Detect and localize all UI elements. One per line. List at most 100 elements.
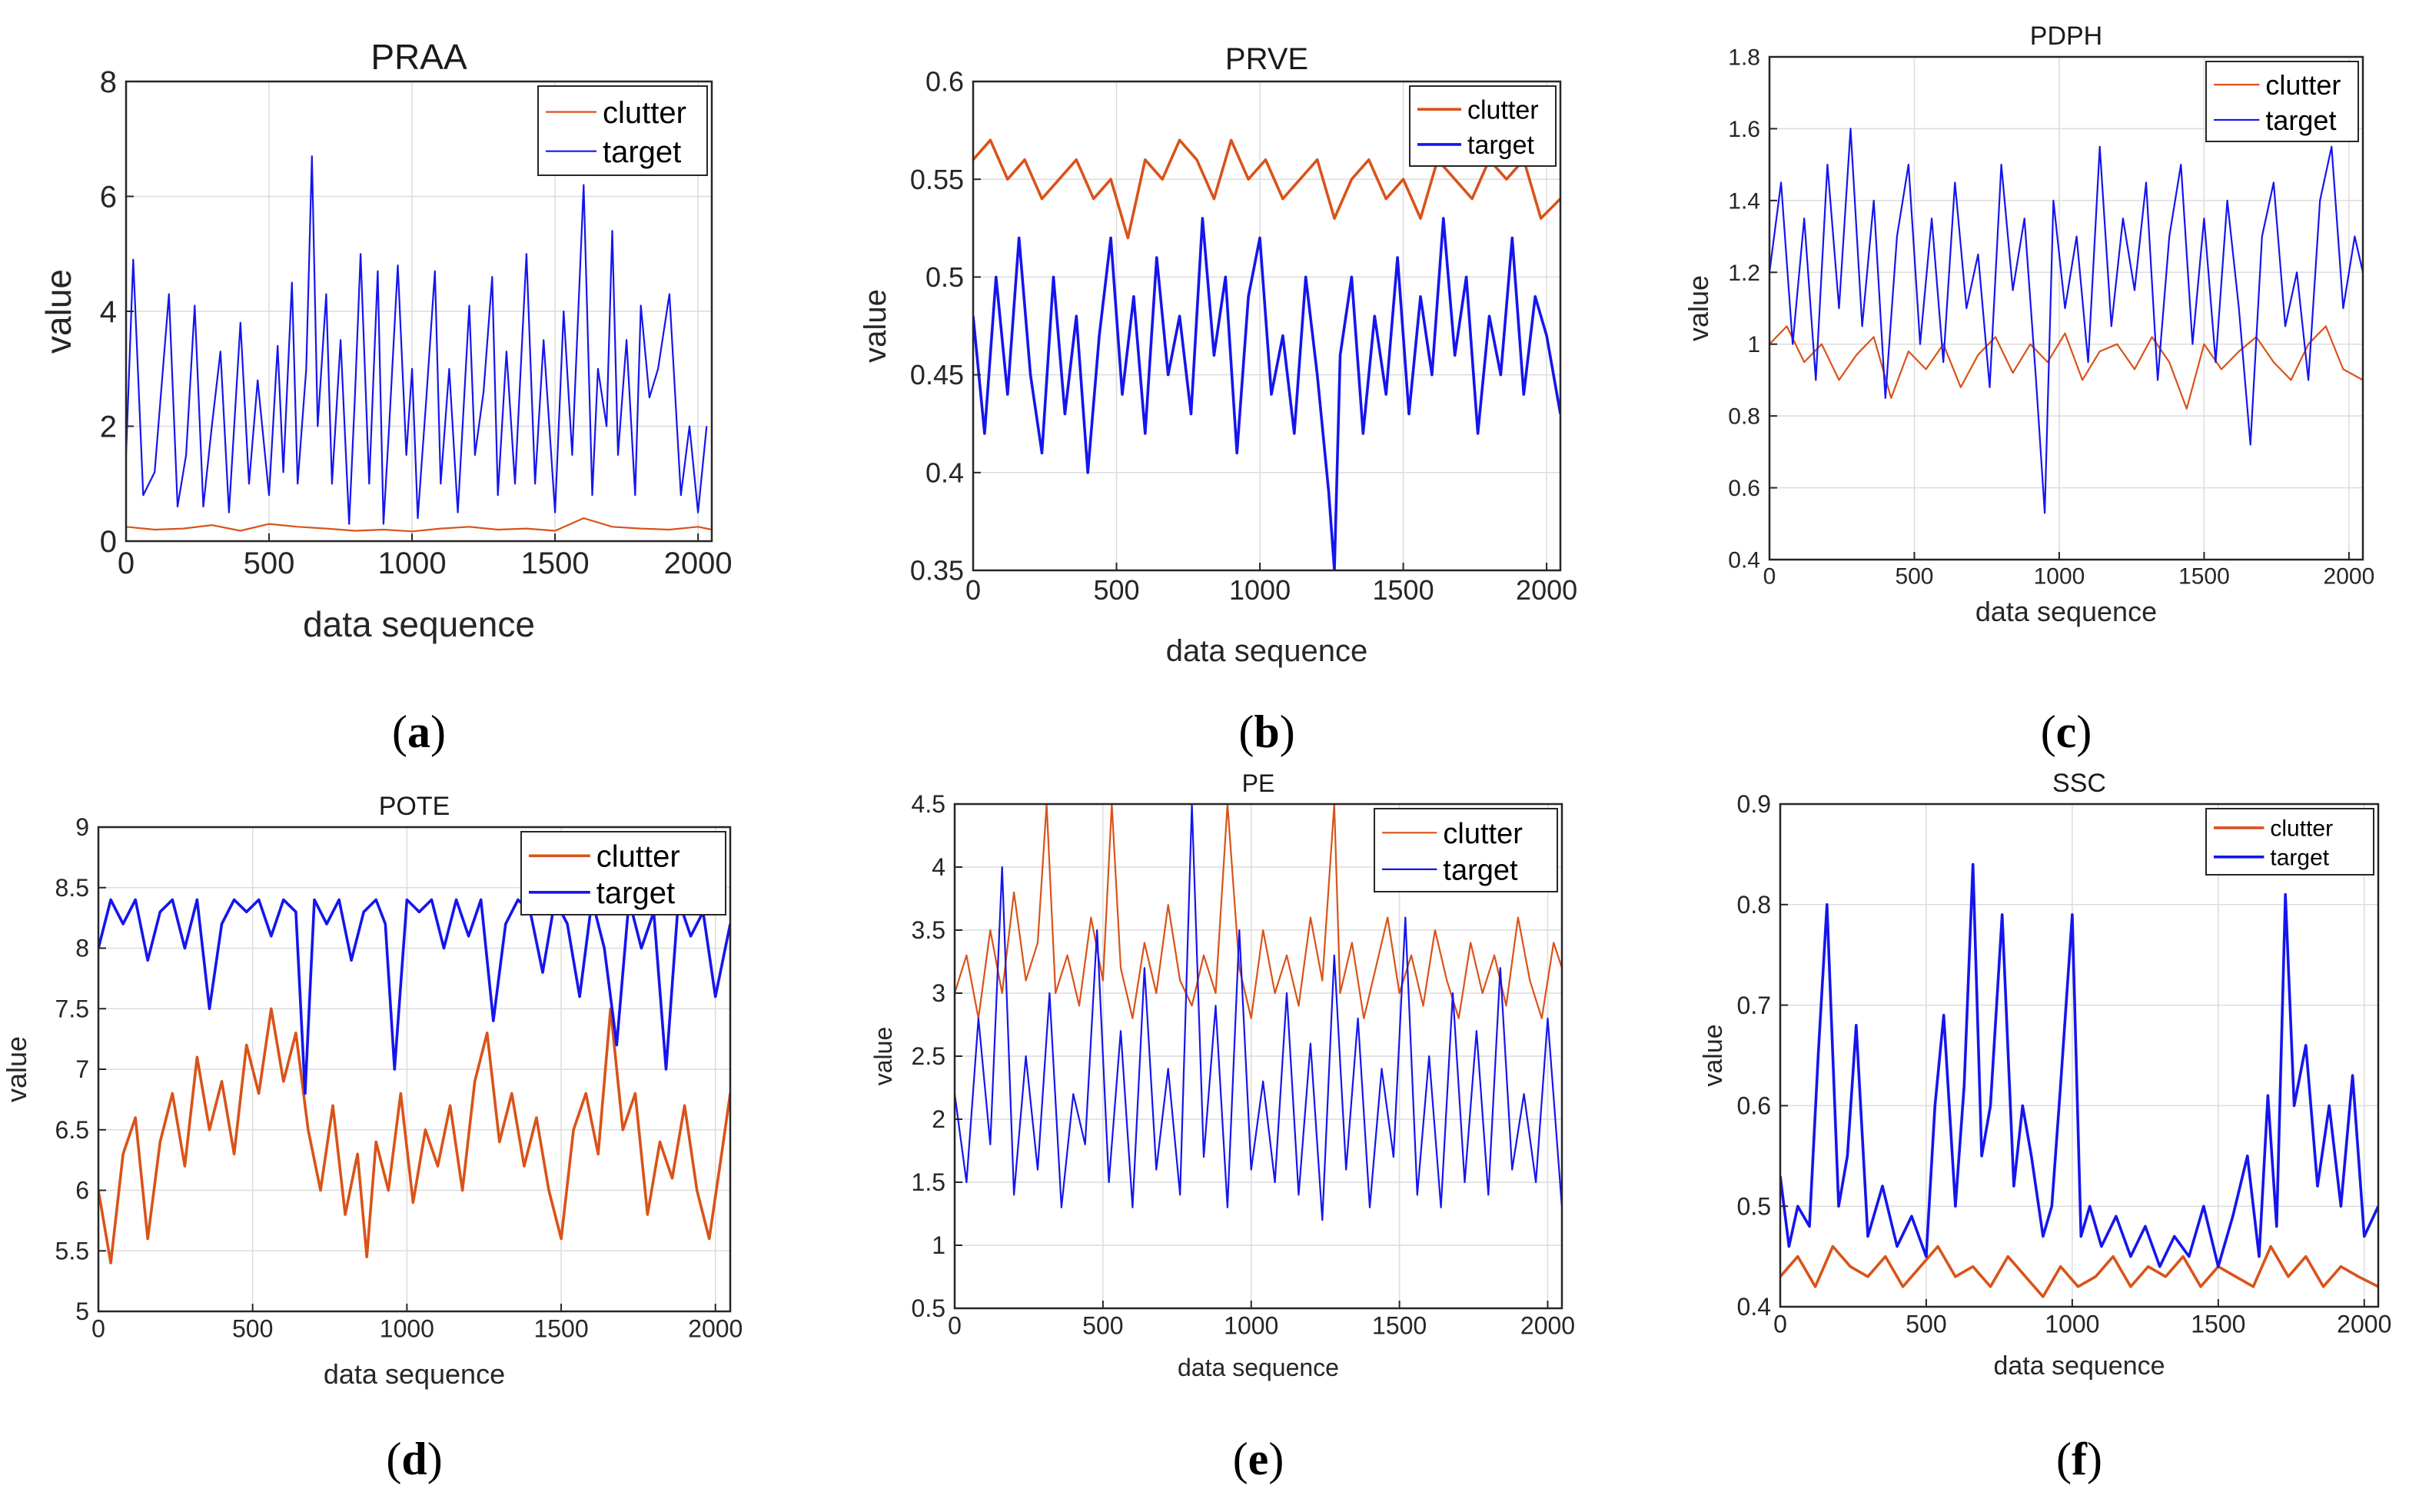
series-line-target [98, 898, 730, 1095]
chart-title: PRVE [1225, 42, 1308, 76]
legend-box [2205, 61, 2359, 142]
legend-label-clutter: clutter [1467, 95, 1539, 125]
caption-close-paren: ) [1268, 1434, 1284, 1484]
series-line-target [1769, 128, 2363, 514]
caption-letter: c [2056, 706, 2077, 757]
chart-panel-a: 0 500 1000 1500 2000 0 2 4 6 8 PRAA data sequence va… [38, 37, 733, 757]
chart-title: PDPH [2030, 22, 2102, 51]
y-tick-label: 5 [75, 1298, 89, 1325]
x-tick-label: 2000 [1516, 574, 1577, 606]
y-tick-label: 3 [932, 979, 945, 1007]
x-tick-label: 0 [948, 1312, 962, 1340]
y-tick-label: 4 [100, 295, 117, 329]
y-tick-label: 0.55 [910, 164, 964, 195]
y-tick-label: 1 [932, 1231, 945, 1259]
y-tick-label: 0.7 [1737, 992, 1771, 1019]
y-tick-label: 0.4 [925, 457, 964, 488]
y-tick-label: 4 [932, 853, 945, 881]
x-tick-label: 2000 [2337, 1311, 2391, 1338]
chart-title: SSC [2052, 769, 2106, 798]
x-tick-label: 0 [1763, 564, 1776, 590]
series-line-target [955, 804, 1562, 1221]
x-axis-label: data sequence [1166, 634, 1367, 668]
x-axis-label: data sequence [324, 1358, 505, 1390]
x-tick-label: 1000 [380, 1315, 434, 1343]
axes-box [972, 80, 1562, 572]
x-tick-label: 1000 [2034, 564, 2085, 590]
caption-close-paren: ) [430, 706, 446, 757]
x-tick-label: 1000 [1224, 1312, 1278, 1340]
y-tick-label: 5.5 [55, 1237, 89, 1264]
series-line-clutter [1769, 325, 2363, 410]
x-tick-label: 0 [91, 1315, 105, 1343]
series-line-target [1780, 862, 2378, 1268]
x-tick-label: 2000 [2324, 564, 2375, 590]
y-tick-label: 2.5 [912, 1042, 945, 1070]
caption-letter: a [407, 706, 430, 757]
y-tick-label: 1.5 [912, 1168, 945, 1196]
series-line-clutter [126, 517, 712, 533]
caption-open-paren: ( [2056, 1434, 2072, 1484]
x-tick-label: 2000 [688, 1315, 743, 1343]
panel-caption: (c) [2041, 706, 2092, 757]
chart-panel-f: 0 500 1000 1500 2000 0.4 0.5 0.6 0.7 0.8 0.9 SSC dat… [1699, 769, 2391, 1484]
y-tick-label: 0.4 [1737, 1293, 1771, 1321]
y-tick-label: 0.35 [910, 555, 964, 587]
legend-box [1409, 85, 1557, 167]
legend-box [2205, 808, 2374, 876]
x-tick-label: 1500 [2178, 564, 2230, 590]
caption-open-paren: ( [1238, 706, 1254, 757]
y-tick-label: 3.5 [912, 916, 945, 944]
legend-label-clutter: clutter [603, 96, 686, 130]
legend-label-target: target [596, 876, 675, 910]
chart-panel-e: 0 500 1000 1500 2000 0.5 1 1.5 2 2.5 3 3.5 4 4.5 PE dat… [869, 769, 1575, 1484]
legend-label-target: target [1443, 855, 1518, 887]
y-axis-label: value [1699, 1024, 1728, 1086]
caption-letter: e [1248, 1434, 1269, 1484]
x-tick-label: 500 [1082, 1312, 1123, 1340]
x-axis-label: data sequence [1993, 1351, 2165, 1381]
legend-label-target: target [2270, 846, 2329, 871]
axes-box [1779, 803, 2380, 1308]
x-tick-label: 1500 [533, 1315, 588, 1343]
legend: clutter target [1409, 85, 1557, 167]
series-line-clutter [955, 804, 1562, 1019]
y-tick-label: 6 [100, 181, 117, 214]
y-tick-label: 7 [75, 1055, 89, 1083]
y-axis-label: value [1683, 275, 1714, 341]
x-axis-label: data sequence [303, 604, 535, 644]
legend-box [537, 85, 708, 176]
y-tick-label: 1.2 [1728, 261, 1760, 286]
y-axis-label: value [1, 1036, 32, 1102]
y-tick-label: 0.6 [925, 66, 964, 98]
y-tick-label: 6 [75, 1177, 89, 1205]
y-tick-label: 0.5 [912, 1294, 945, 1322]
legend-label-target: target [2265, 105, 2336, 136]
caption-open-paren: ( [386, 1434, 401, 1484]
legend-label-target: target [1467, 131, 1534, 160]
y-tick-label: 0.45 [910, 359, 964, 390]
y-tick-label: 7.5 [55, 995, 89, 1022]
x-tick-label: 1500 [1373, 574, 1434, 606]
caption-open-paren: ( [1233, 1434, 1248, 1484]
x-tick-label: 1000 [1229, 574, 1291, 606]
legend-label-clutter: clutter [596, 840, 680, 874]
x-tick-label: 500 [1093, 574, 1139, 606]
plot-area [1780, 804, 2378, 1307]
legend-box [1374, 808, 1558, 892]
chart-panel-c: 0 500 1000 1500 2000 0.4 0.6 0.8 1 1.2 1.4 1.6 1.8 PD… [1683, 22, 2374, 757]
y-tick-label: 1.4 [1728, 188, 1760, 214]
chart-title: PRAA [370, 37, 467, 77]
x-tick-label: 0 [965, 574, 981, 606]
legend-label-target: target [603, 135, 681, 169]
x-tick-label: 0 [1773, 1311, 1787, 1338]
x-tick-label: 500 [244, 547, 295, 580]
caption-open-paren: ( [392, 706, 407, 757]
caption-close-paren: ) [2076, 706, 2092, 757]
caption-letter: f [2072, 1434, 2088, 1484]
y-tick-label: 4.5 [912, 790, 945, 818]
caption-close-paren: ) [1280, 706, 1295, 757]
